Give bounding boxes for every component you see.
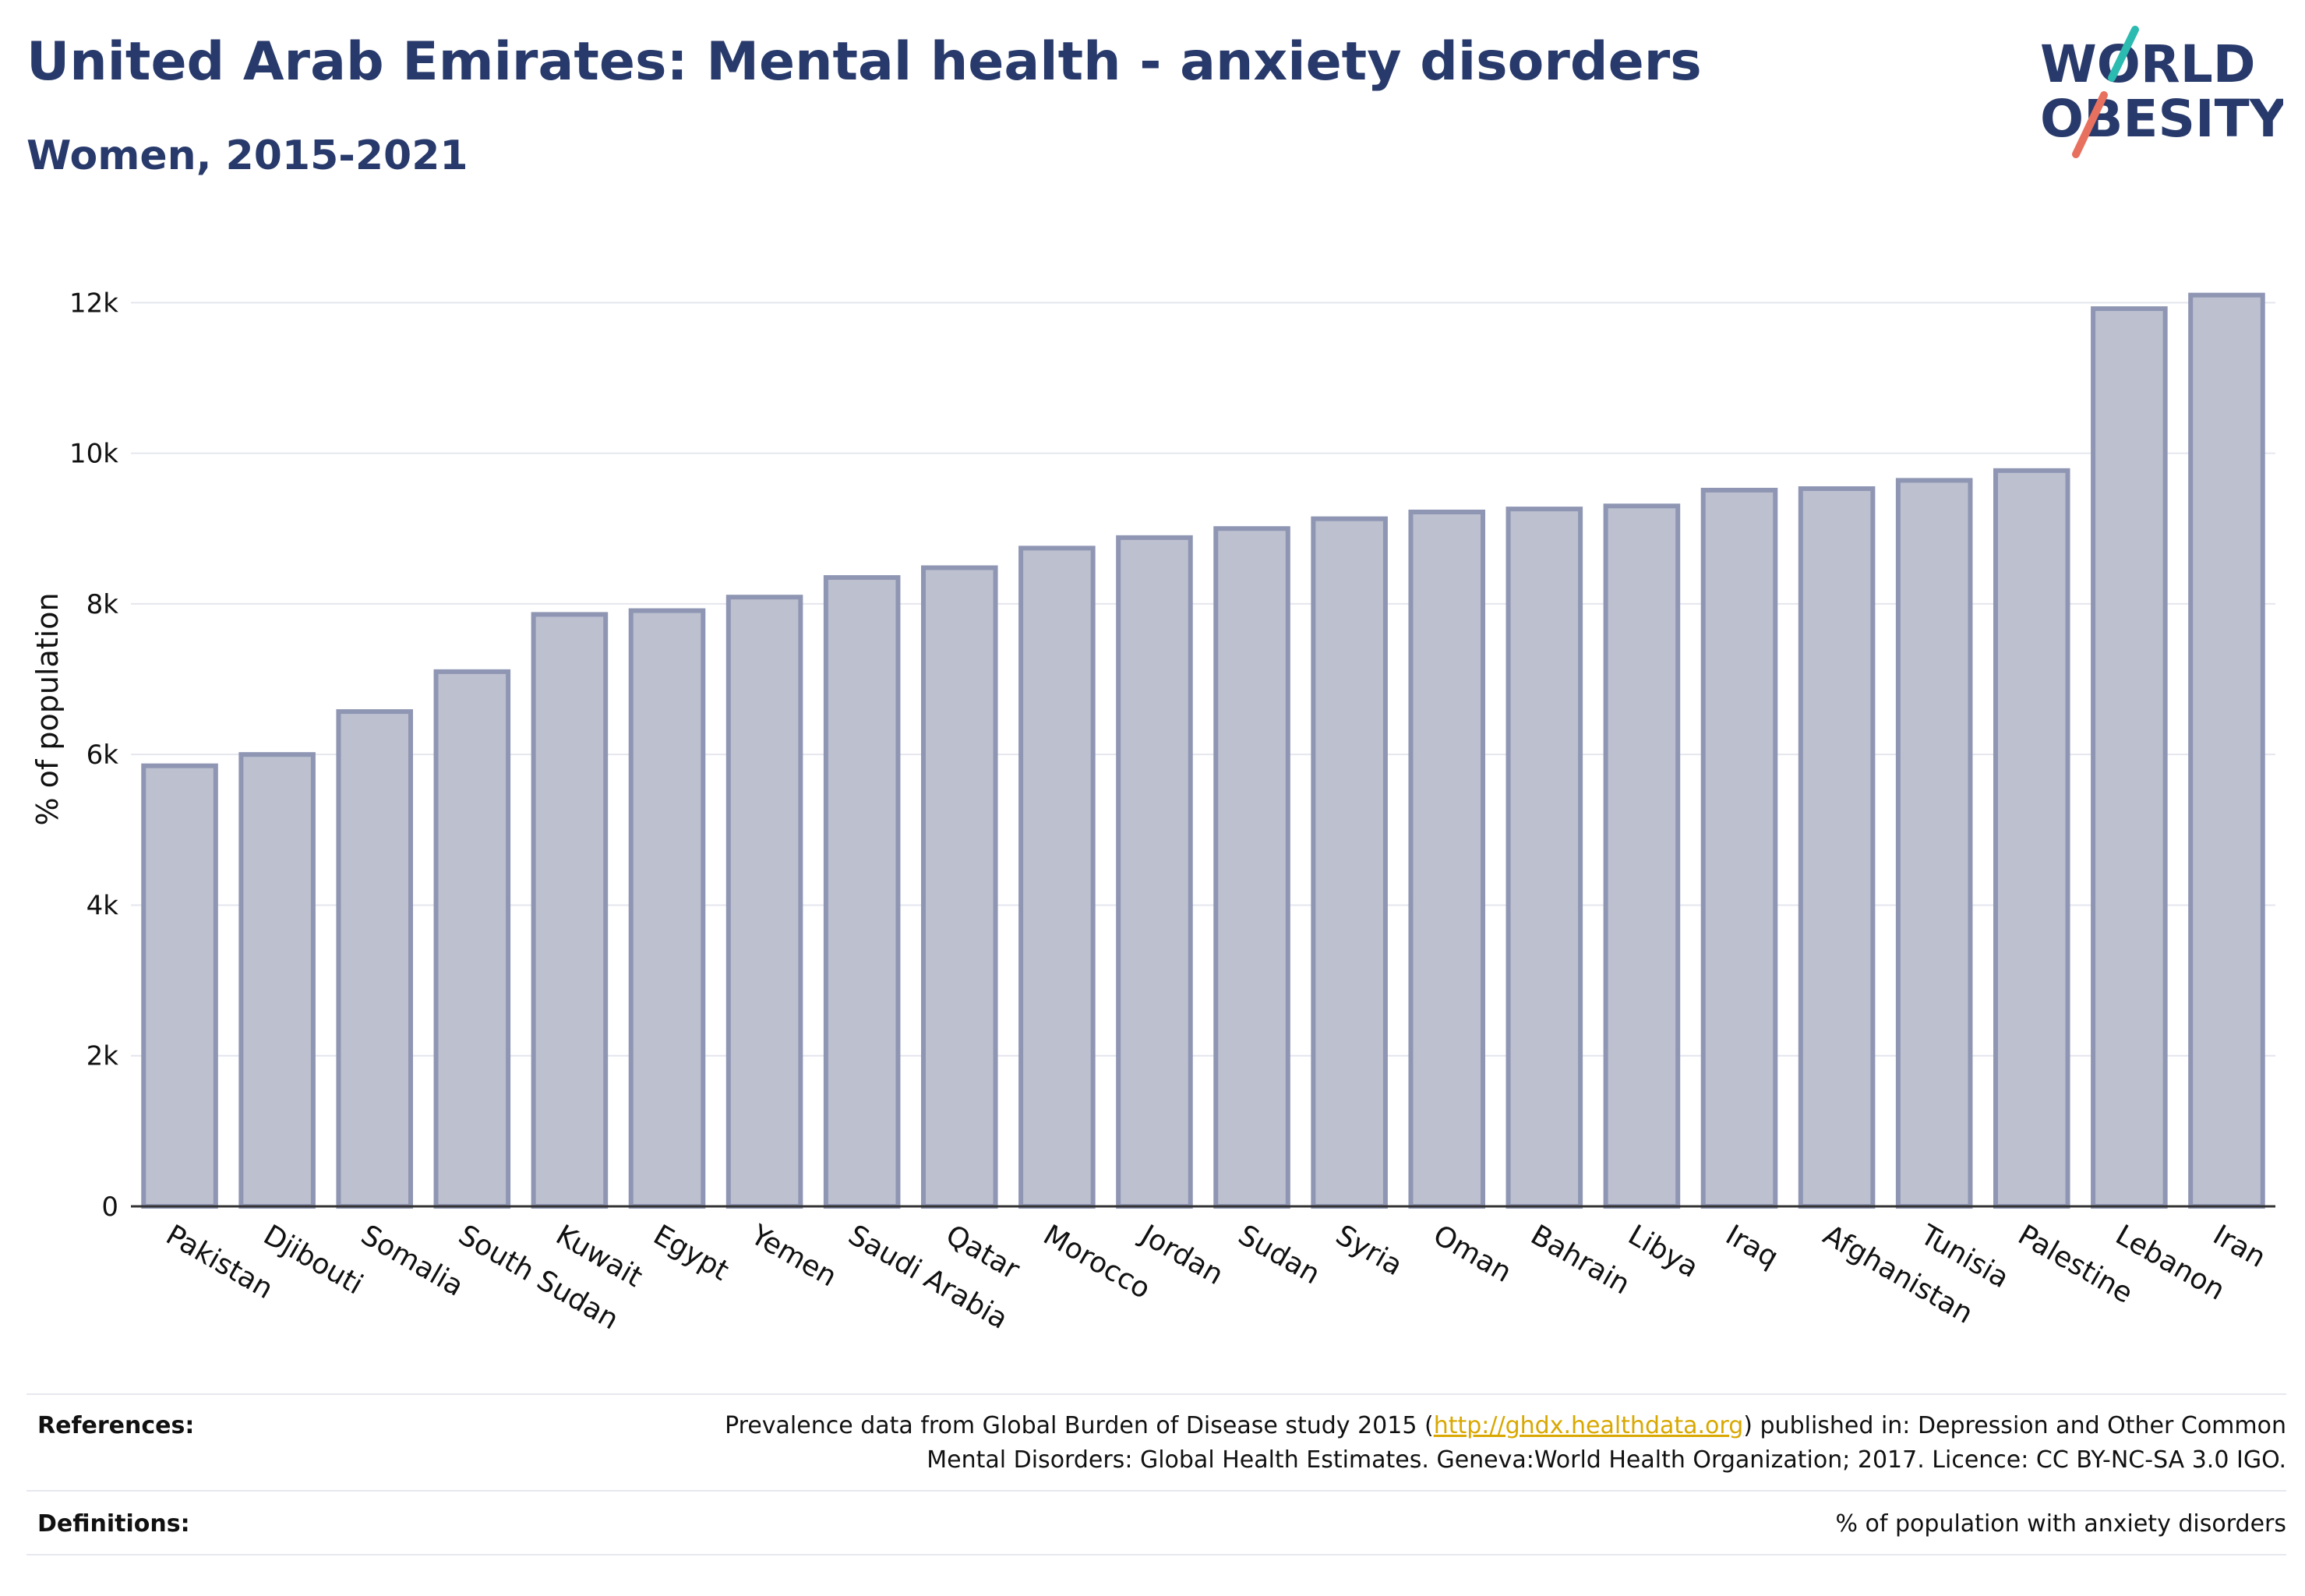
divider-top <box>26 1393 2286 1395</box>
x-tick-label: Libya <box>1622 1219 1703 1284</box>
references-text-before: Prevalence data from Global Burden of Di… <box>725 1412 1434 1439</box>
bar-iran <box>2188 292 2265 1209</box>
references-line2: Mental Disorders: Global Health Estimate… <box>927 1446 2286 1474</box>
x-tick-label: Pakistan <box>161 1219 278 1305</box>
y-tick-label: 6k <box>86 740 119 771</box>
x-tick-label: Morocco <box>1038 1219 1156 1305</box>
references-section: References: Prevalence data from Global … <box>26 1409 2286 1487</box>
references-text: Prevalence data from Global Burden of Di… <box>725 1409 2286 1478</box>
bar-lebanon <box>2091 306 2168 1209</box>
bars <box>141 292 2265 1209</box>
bar-pakistan <box>141 763 218 1209</box>
bar-djibouti <box>238 752 316 1209</box>
x-tick-label: Iran <box>2208 1219 2271 1274</box>
x-tick-label: Sudan <box>1233 1219 1325 1291</box>
y-tick-label: 2k <box>86 1041 119 1072</box>
divider-middle <box>26 1490 2286 1492</box>
definitions-label: Definitions: <box>37 1510 190 1538</box>
definitions-section: Definitions: % of population with anxiet… <box>26 1510 2286 1549</box>
bar-south-sudan <box>433 669 511 1209</box>
bar-oman <box>1408 509 1486 1209</box>
references-text-after: ) published in: Depression and Other Com… <box>1743 1412 2286 1439</box>
y-tick-label: 12k <box>69 288 118 319</box>
logo-line1: WORLD <box>2040 34 2256 94</box>
y-tick-label: 4k <box>86 890 119 921</box>
bar-afghanistan <box>1798 486 1876 1209</box>
x-tick-label: Somalia <box>355 1219 468 1303</box>
bar-somalia <box>336 709 414 1209</box>
definitions-text: % of population with anxiety disorders <box>1835 1510 2286 1538</box>
references-label: References: <box>37 1412 195 1439</box>
bar-qatar <box>920 565 998 1209</box>
x-tick-label: Bahrain <box>1525 1219 1635 1301</box>
bar-iraq <box>1700 487 1778 1209</box>
divider-bottom <box>26 1554 2286 1555</box>
x-tick-label: Yemen <box>745 1219 842 1294</box>
bar-kuwait <box>531 612 609 1209</box>
bar-libya <box>1603 503 1681 1209</box>
x-tick-label: Egypt <box>648 1219 734 1287</box>
y-tick-labels: 0 2k 4k 6k 8k 10k 12k <box>69 288 118 1223</box>
chart-title: United Arab Emirates: Mental health - an… <box>26 31 1702 93</box>
x-tick-label: Iraq <box>1721 1219 1784 1274</box>
world-obesity-logo: WORLD OBESITY <box>2040 26 2283 158</box>
y-axis-label: % of population <box>30 592 65 825</box>
y-tick-label: 0 <box>101 1192 118 1223</box>
x-tick-label: Djibouti <box>258 1219 368 1301</box>
references-link[interactable]: http://ghdx.healthdata.org <box>1433 1412 1744 1439</box>
bar-morocco <box>1018 546 1096 1209</box>
y-tick-label: 10k <box>69 439 118 470</box>
x-tick-label: Syria <box>1330 1219 1407 1282</box>
bar-jordan <box>1116 535 1193 1209</box>
bar-sudan <box>1213 526 1290 1209</box>
bar-palestine <box>1993 468 2070 1209</box>
bar-saudi-arabia <box>823 575 901 1209</box>
bar-tunisia <box>1895 478 1973 1209</box>
bar-syria <box>1311 516 1388 1209</box>
bar-egypt <box>628 608 706 1209</box>
chart-subtitle: Women, 2015-2021 <box>26 132 468 179</box>
bar-yemen <box>725 595 803 1209</box>
bar-bahrain <box>1505 507 1583 1209</box>
y-tick-label: 8k <box>86 589 119 620</box>
x-tick-label: Oman <box>1428 1219 1516 1289</box>
